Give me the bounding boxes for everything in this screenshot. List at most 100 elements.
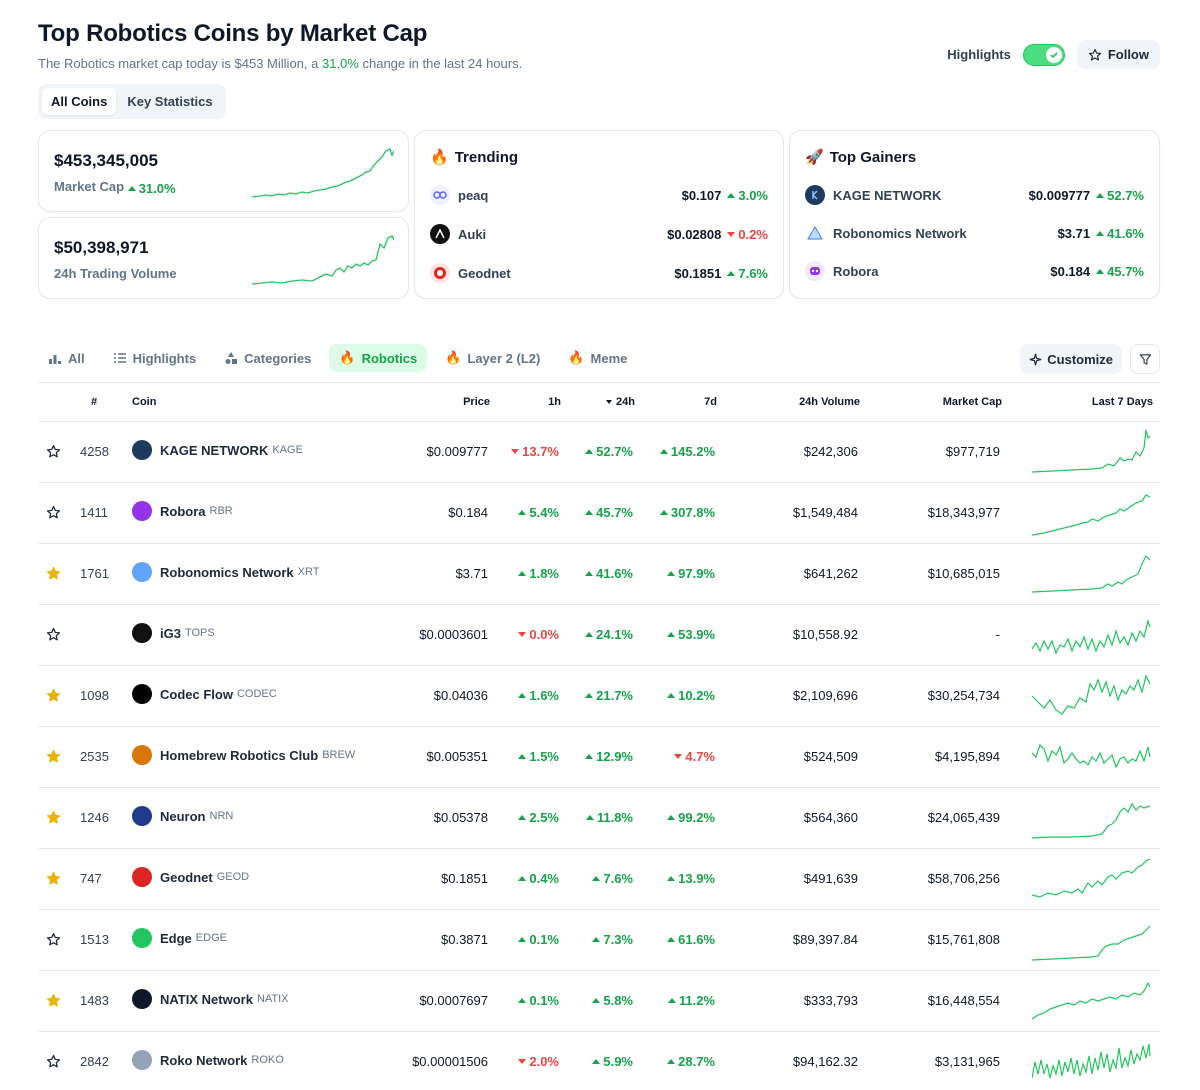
star-outline-icon[interactable] [46, 505, 61, 523]
coin-logo-icon [132, 1050, 152, 1070]
trending-change: 0.2% [727, 227, 768, 242]
change-d7-value: 145.2% [670, 444, 715, 459]
gainer-item[interactable]: Robora $0.184 45.7% [805, 259, 1144, 283]
change-d7: 11.2% [667, 993, 715, 1008]
col-rank[interactable]: # [91, 396, 98, 408]
sparkline-7d [1032, 925, 1151, 961]
table-row[interactable]: 1098 Codec Flow CODEC $0.04036 1.6% 21.7… [38, 666, 1160, 727]
tab-all-coins[interactable]: All Coins [42, 88, 117, 115]
arrow-up-icon [585, 815, 594, 820]
arrow-up-icon [585, 693, 594, 698]
gainers-title-text: Top Gainers [829, 148, 917, 166]
rank: 1483 [80, 993, 109, 1008]
star-outline-icon[interactable] [46, 932, 61, 950]
table-row[interactable]: 2535 Homebrew Robotics Club BREW $0.0053… [38, 727, 1160, 788]
col-1h[interactable]: 1h [548, 396, 561, 408]
filter-button[interactable] [1130, 344, 1160, 374]
change-h24-value: 45.7% [596, 505, 633, 520]
price: $0.00001506 [412, 1054, 488, 1069]
arrow-up-icon [518, 815, 527, 820]
gainer-item[interactable]: Robonomics Network $3.71 41.6% [805, 221, 1144, 245]
customize-button[interactable]: Customize [1020, 344, 1122, 374]
star-outline-icon[interactable] [46, 627, 61, 645]
coin-link[interactable]: Roko Network ROKO [132, 1050, 284, 1070]
coin-logo-icon [132, 867, 152, 887]
coin-symbol: NATIX [256, 993, 289, 1005]
market-cap: $30,254,734 [927, 688, 1000, 703]
change-d7: 53.9% [667, 627, 715, 642]
change-h24: 7.6% [592, 871, 633, 886]
table-row[interactable]: 1761 Robonomics Network XRT $3.71 1.8% 4… [38, 544, 1160, 605]
coin-link[interactable]: Homebrew Robotics Club BREW [132, 745, 355, 765]
trending-item[interactable]: Geodnet $0.1851 7.6% [430, 261, 768, 285]
tab-highlights[interactable]: Highlights [103, 345, 207, 372]
tab-layer2[interactable]: 🔥 Layer 2 (L2) [435, 344, 550, 372]
coin-link[interactable]: Neuron NRN [132, 806, 233, 826]
highlights-toggle[interactable] [1022, 43, 1065, 66]
change-d7: 10.2% [667, 688, 715, 703]
coin-name: Roko Network [160, 1052, 248, 1068]
coin-link[interactable]: Geodnet GEOD [132, 867, 249, 887]
col-price[interactable]: Price [463, 396, 490, 408]
volume-sparkline [252, 235, 394, 285]
gainer-item[interactable]: KAGE NETWORK $0.009777 52.7% [805, 183, 1144, 207]
col-market-cap[interactable]: Market Cap [942, 396, 1002, 408]
rank: 747 [80, 871, 102, 886]
coin-link[interactable]: NATIX Network NATIX [132, 989, 289, 1009]
star-outline-icon[interactable] [46, 444, 61, 462]
col-7d[interactable]: 7d [704, 396, 717, 408]
star-filled-icon[interactable] [46, 871, 61, 889]
coin-name: Geodnet [160, 869, 213, 885]
arrow-down-icon [518, 632, 527, 637]
market-cap-change-value: 31.0% [138, 181, 176, 196]
table-row[interactable]: 1513 Edge EDGE $0.3871 0.1% 7.3% 61.6% $… [38, 910, 1160, 971]
follow-button[interactable]: Follow [1076, 40, 1160, 69]
tab-robotics-label: Robotics [361, 350, 418, 366]
tab-key-statistics[interactable]: Key Statistics [127, 94, 213, 109]
col-volume[interactable]: 24h Volume [799, 396, 860, 408]
trending-item[interactable]: peaq $0.107 3.0% [430, 183, 768, 207]
coin-link[interactable]: KAGE NETWORK KAGE [132, 440, 303, 460]
star-filled-icon[interactable] [46, 688, 61, 706]
market-cap: $16,448,554 [927, 993, 1000, 1008]
star-filled-icon[interactable] [46, 749, 61, 767]
star-filled-icon[interactable] [46, 993, 61, 1011]
coin-link[interactable]: Codec Flow CODEC [132, 684, 277, 704]
change-h1: 0.1% [518, 932, 559, 947]
coin-link[interactable]: iG3 TOPS [132, 623, 215, 643]
rank: 1098 [80, 688, 109, 703]
star-filled-icon[interactable] [46, 566, 61, 584]
col-coin[interactable]: Coin [132, 396, 157, 408]
table-row[interactable]: 1483 NATIX Network NATIX $0.0007697 0.1%… [38, 971, 1160, 1032]
coin-link[interactable]: Robora RBR [132, 501, 233, 521]
table-row[interactable]: iG3 TOPS $0.0003601 0.0% 24.1% 53.9% $10… [38, 605, 1160, 666]
tab-meme-label: Meme [590, 350, 628, 366]
table-row[interactable]: 2842 Roko Network ROKO $0.00001506 2.0% … [38, 1032, 1160, 1090]
volume: $94,162.32 [792, 1054, 858, 1069]
subtitle-change: 31.0% [321, 56, 359, 71]
coin-link[interactable]: Edge EDGE [132, 928, 227, 948]
star-outline-icon[interactable] [46, 1054, 61, 1072]
table-row[interactable]: 747 Geodnet GEOD $0.1851 0.4% 7.6% 13.9%… [38, 849, 1160, 910]
change-h1: 1.6% [518, 688, 559, 703]
star-filled-icon[interactable] [46, 810, 61, 828]
col-24h[interactable]: 24h [606, 396, 635, 408]
tab-meme[interactable]: 🔥 Meme [558, 344, 637, 372]
tab-categories[interactable]: Categories [214, 345, 321, 372]
table-row[interactable]: 1411 Robora RBR $0.184 5.4% 45.7% 307.8%… [38, 483, 1160, 544]
trending-item[interactable]: Auki $0.02808 0.2% [430, 222, 768, 246]
market-cap: - [995, 627, 1000, 642]
table-row[interactable]: 4258 KAGE NETWORK KAGE $0.009777 13.7% 5… [38, 422, 1160, 483]
change-d7: 145.2% [659, 444, 715, 459]
gainer-name: Robora [833, 263, 879, 279]
sparkle-icon [1030, 353, 1042, 365]
coin-link[interactable]: Robonomics Network XRT [132, 562, 319, 582]
coin-name: Homebrew Robotics Club [160, 747, 319, 763]
tab-robotics[interactable]: 🔥 Robotics [329, 344, 428, 372]
change-d7-value: 97.9% [678, 566, 715, 581]
volume: $564,360 [803, 810, 858, 825]
change-h1-value: 13.7% [522, 444, 559, 459]
sparkline-7d [1032, 429, 1151, 473]
tab-all[interactable]: All [38, 345, 95, 372]
table-row[interactable]: 1246 Neuron NRN $0.05378 2.5% 11.8% 99.2… [38, 788, 1160, 849]
